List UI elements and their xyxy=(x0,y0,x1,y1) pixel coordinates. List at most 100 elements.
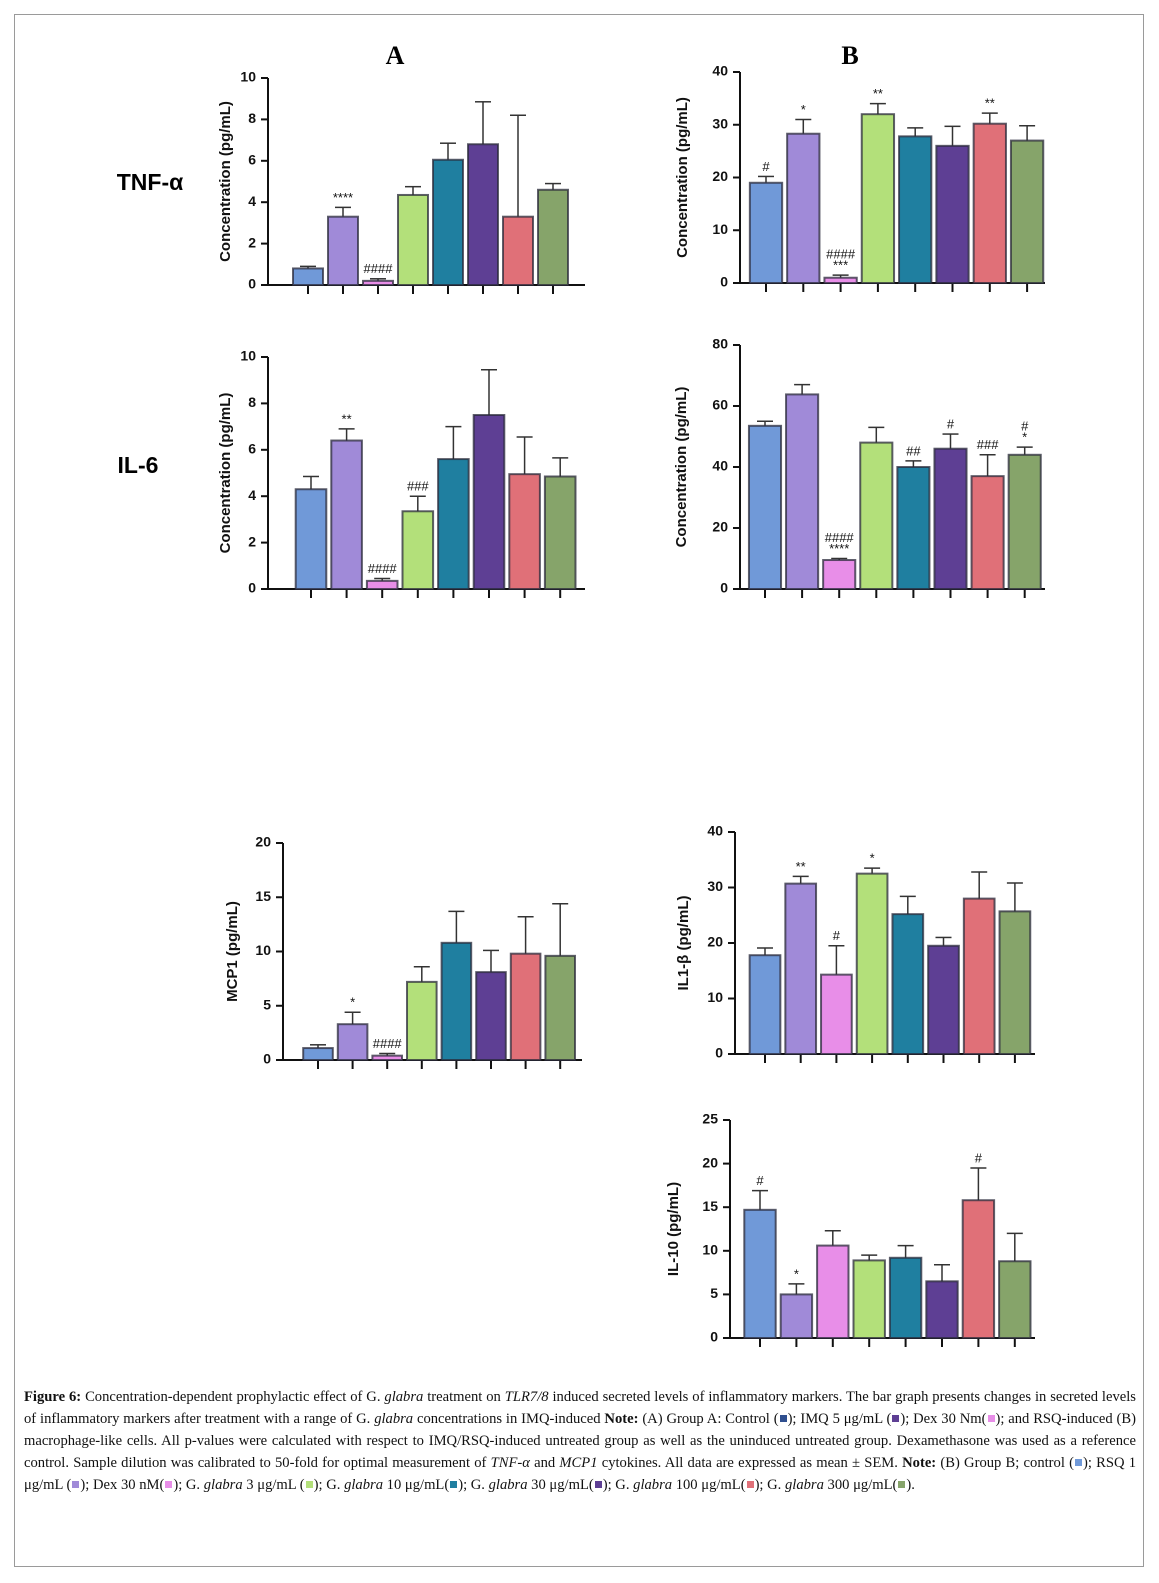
significance-label: # xyxy=(833,928,841,943)
caption: Figure 6: Concentration-dependent prophy… xyxy=(24,1386,1136,1496)
bar xyxy=(891,913,925,1056)
bar xyxy=(294,488,328,590)
legend-swatch xyxy=(72,1481,80,1488)
y-tick-label: 0 xyxy=(720,580,728,596)
significance-label: # xyxy=(975,1150,983,1165)
bar xyxy=(998,1260,1032,1340)
bar xyxy=(935,144,970,284)
caption-text: 3 μg/mL ( xyxy=(242,1477,305,1493)
bar xyxy=(544,954,577,1062)
caption-text: TLR7/8 xyxy=(504,1389,549,1405)
panel-label: B xyxy=(841,41,858,70)
caption-text: and xyxy=(529,1455,560,1471)
legend-swatch xyxy=(898,1481,906,1488)
caption-text: glabra xyxy=(374,1411,414,1427)
y-tick-label: 0 xyxy=(248,580,256,596)
bar xyxy=(509,952,542,1061)
legend-swatch xyxy=(987,1415,995,1422)
bar xyxy=(896,466,931,590)
row-label: TNF-α xyxy=(117,169,184,195)
caption-text: 300 μg/mL( xyxy=(823,1477,898,1493)
caption-text: TNF-α xyxy=(490,1455,530,1471)
bar xyxy=(472,414,506,590)
y-tick-label: 6 xyxy=(248,152,256,168)
bar xyxy=(543,475,577,591)
caption-text: ); IMQ 5 μg/mL ( xyxy=(787,1411,892,1427)
caption-text: ); RSQ 1 μg/mL ( xyxy=(24,1455,1136,1493)
significance-label: #### xyxy=(373,1036,403,1051)
bar xyxy=(779,1293,814,1340)
y-tick-label: 80 xyxy=(712,336,728,352)
y-tick-label: 20 xyxy=(255,834,271,850)
caption-text: glabra xyxy=(384,1389,424,1405)
legend-swatch xyxy=(305,1481,313,1488)
significance-label: ** xyxy=(342,411,352,426)
y-tick-label: 8 xyxy=(248,110,256,126)
significance-label: # xyxy=(756,1173,764,1188)
bar xyxy=(785,393,820,590)
bar xyxy=(925,1280,959,1339)
bar xyxy=(962,897,996,1055)
bar xyxy=(475,971,507,1061)
legend-swatch xyxy=(594,1481,602,1488)
legend-swatch xyxy=(165,1481,173,1488)
significance-label: ### xyxy=(977,437,999,452)
significance-label: **** xyxy=(333,190,353,205)
bar xyxy=(933,447,968,591)
significance-label: #### xyxy=(368,561,398,576)
y-tick-label: 20 xyxy=(707,934,723,950)
significance-label: #### xyxy=(826,247,856,262)
caption-text: ); G. xyxy=(458,1477,489,1493)
row-label: IL-6 xyxy=(118,452,159,478)
significance-label: * xyxy=(870,851,875,866)
legend-swatch xyxy=(779,1415,787,1422)
significance-label: #### xyxy=(364,261,394,276)
bar xyxy=(292,267,324,287)
caption-text: 30 μg/mL( xyxy=(527,1477,594,1493)
bar xyxy=(927,944,960,1056)
bar xyxy=(432,158,464,286)
significance-label: ** xyxy=(796,859,806,874)
figure: A B TNF-α IL-6 Concentration (pg/mL) 0 2 4 6… xyxy=(117,41,1045,1347)
bar xyxy=(508,473,541,590)
significance-label: # xyxy=(762,159,770,174)
caption-text: cytokines. All data are expressed as mea… xyxy=(597,1455,903,1471)
bar xyxy=(747,424,783,591)
caption-text: 100 μg/mL( xyxy=(672,1477,746,1493)
legend-swatch xyxy=(1074,1459,1082,1466)
y-tick-label: 5 xyxy=(710,1285,718,1301)
legend-swatch xyxy=(892,1415,900,1422)
y-tick-label: 20 xyxy=(712,168,728,184)
caption-text: glabra xyxy=(784,1477,824,1493)
caption-text: glabra xyxy=(203,1477,243,1493)
caption-text: induced secreted levels of inflammatory … xyxy=(24,1389,1136,1427)
bar xyxy=(371,1054,403,1062)
caption-text: MCP1 xyxy=(559,1455,598,1471)
caption-text: treatment on xyxy=(423,1389,505,1405)
figure-frame xyxy=(14,14,1144,1567)
significance-label: * xyxy=(1022,430,1027,445)
y-tick-label: 10 xyxy=(712,221,728,237)
bar xyxy=(302,1047,334,1061)
bar xyxy=(816,1244,850,1339)
bar xyxy=(537,188,569,286)
bar xyxy=(852,1259,886,1339)
y-tick-label: 20 xyxy=(702,1154,718,1170)
y-tick-label: 15 xyxy=(702,1198,718,1214)
y-tick-label: 20 xyxy=(712,519,728,535)
y-tick-label: 30 xyxy=(712,115,728,131)
bar xyxy=(748,181,784,284)
bar xyxy=(898,135,933,284)
bar xyxy=(401,510,435,590)
bar xyxy=(502,215,534,286)
bar xyxy=(859,441,894,590)
caption-text: Note: xyxy=(902,1455,937,1471)
significance-label: ### xyxy=(407,479,429,494)
y-tick-label: 10 xyxy=(240,69,256,85)
bar xyxy=(327,215,359,286)
bar xyxy=(855,872,889,1055)
panel-label: A xyxy=(386,41,405,70)
bar xyxy=(888,1256,923,1339)
significance-label: * xyxy=(350,995,355,1010)
bar xyxy=(823,276,858,285)
